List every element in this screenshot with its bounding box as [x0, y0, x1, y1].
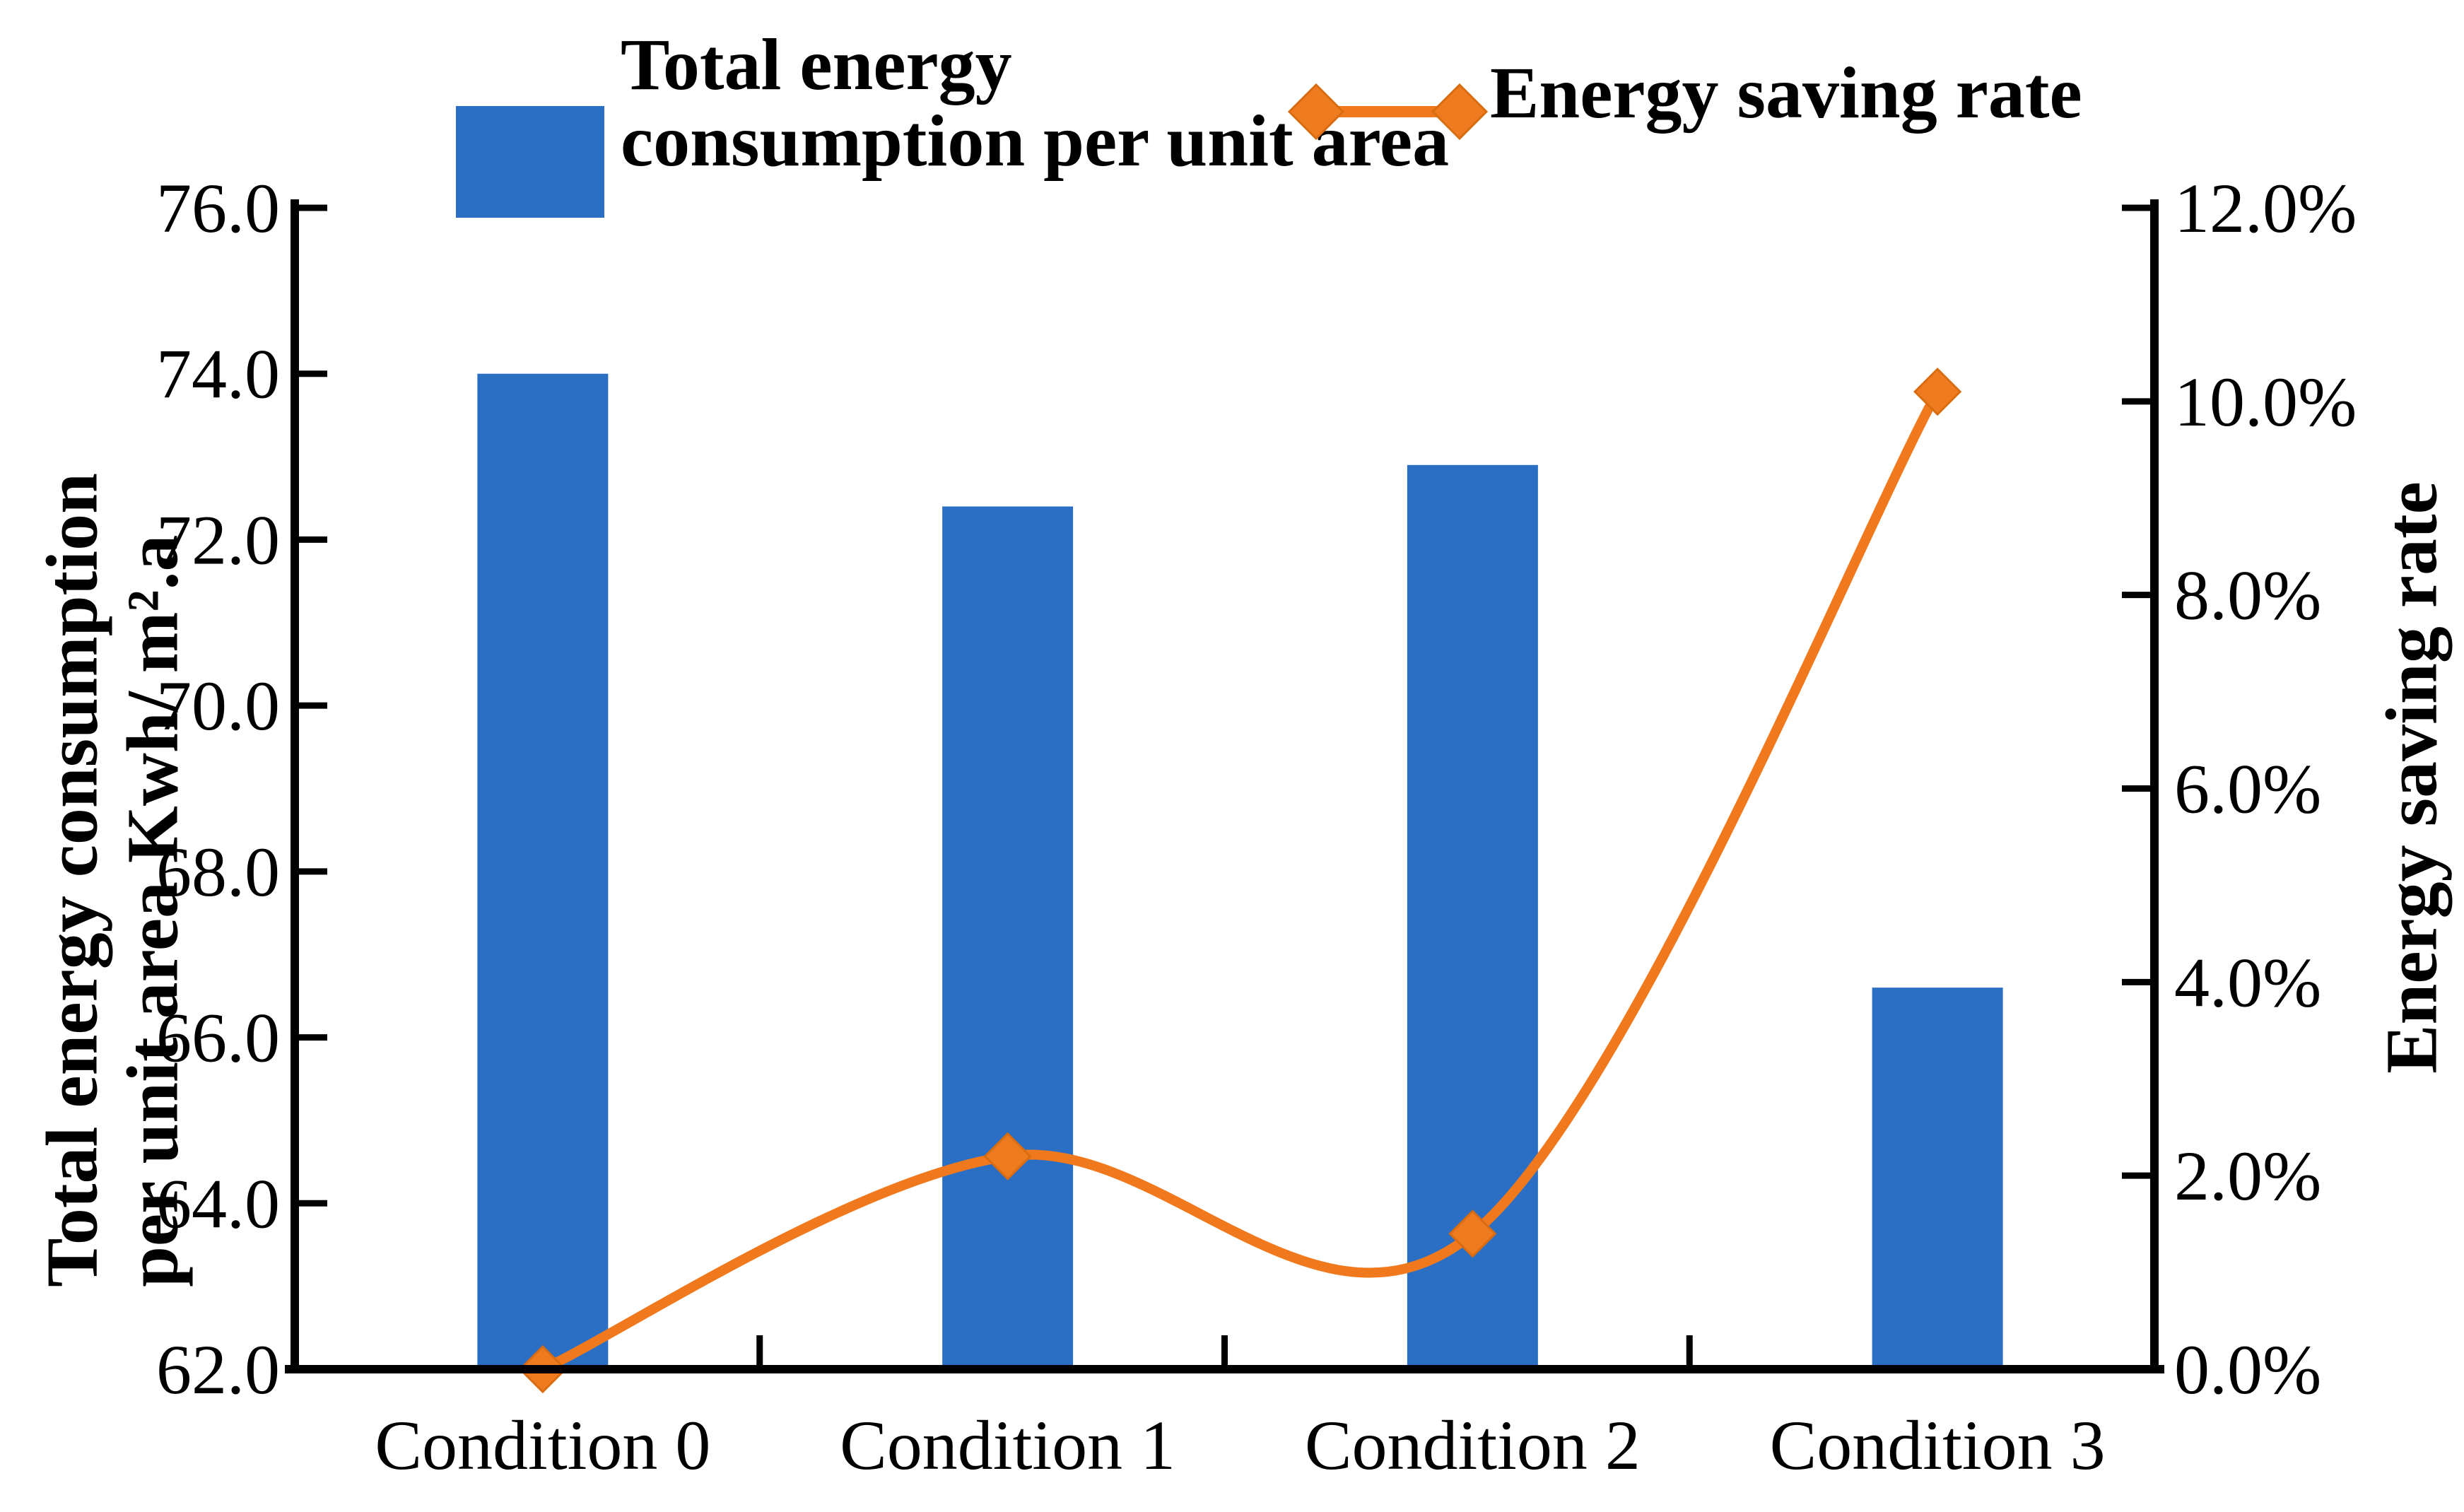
diamond-marker-condition-1 — [983, 1132, 1032, 1180]
bar-condition-1 — [942, 506, 1074, 1369]
right-tick-label-2.0%: 2.0% — [2174, 1137, 2321, 1215]
x-tick-label-condition-2: Condition 2 — [1305, 1406, 1641, 1484]
right-tick-label-12.0%: 12.0% — [2174, 169, 2357, 247]
x-tick-label-condition-1: Condition 1 — [840, 1406, 1175, 1484]
right-tick-label-8.0%: 8.0% — [2174, 556, 2321, 635]
left-tick-label-62.0: 62.0 — [156, 1330, 280, 1409]
left-tick-label-74.0: 74.0 — [156, 335, 280, 414]
right-tick-label-6.0%: 6.0% — [2174, 750, 2321, 828]
x-tick-label-condition-3: Condition 3 — [1770, 1406, 2106, 1484]
diamond-marker-icon — [1287, 83, 1345, 141]
energy-saving-rate-line — [537, 387, 1943, 1374]
legend-line-label: Energy saving rate — [1490, 52, 2082, 134]
legend-bar-swatch — [456, 106, 604, 218]
legend-bar-label-line1: Total energy — [621, 24, 1012, 105]
diamond-marker-condition-3 — [1913, 368, 1962, 416]
left-tick-label-70.0: 70.0 — [156, 667, 280, 745]
bar-condition-3 — [1872, 988, 2003, 1369]
legend-line-sample — [1287, 83, 1489, 141]
left-axis-title-line1: Total energy consumption — [31, 473, 113, 1287]
x-tick-label-condition-0: Condition 0 — [375, 1406, 710, 1484]
left-tick-label-76.0: 76.0 — [156, 169, 280, 247]
diamond-marker-icon — [1431, 83, 1489, 141]
right-tick-label-4.0%: 4.0% — [2174, 943, 2321, 1021]
left-tick-label-68.0: 68.0 — [156, 833, 280, 911]
left-axis-title: Total energy consumption per unit area K… — [31, 473, 194, 1287]
left-tick-label-72.0: 72.0 — [156, 500, 280, 579]
left-tick-label-66.0: 66.0 — [156, 999, 280, 1077]
right-tick-label-10.0%: 10.0% — [2174, 363, 2357, 441]
bar-condition-0 — [477, 373, 609, 1369]
left-tick-label-64.0: 64.0 — [156, 1164, 280, 1243]
diamond-marker-condition-2 — [1448, 1209, 1497, 1258]
right-axis-title: Energy saving rate — [2371, 481, 2453, 1074]
right-tick-label-0.0%: 0.0% — [2174, 1330, 2321, 1409]
left-axis-title-line2: per unit area Kwh/ m².a — [112, 534, 194, 1287]
legend-bar-label: Total energy consumption per unit area — [621, 24, 1449, 180]
